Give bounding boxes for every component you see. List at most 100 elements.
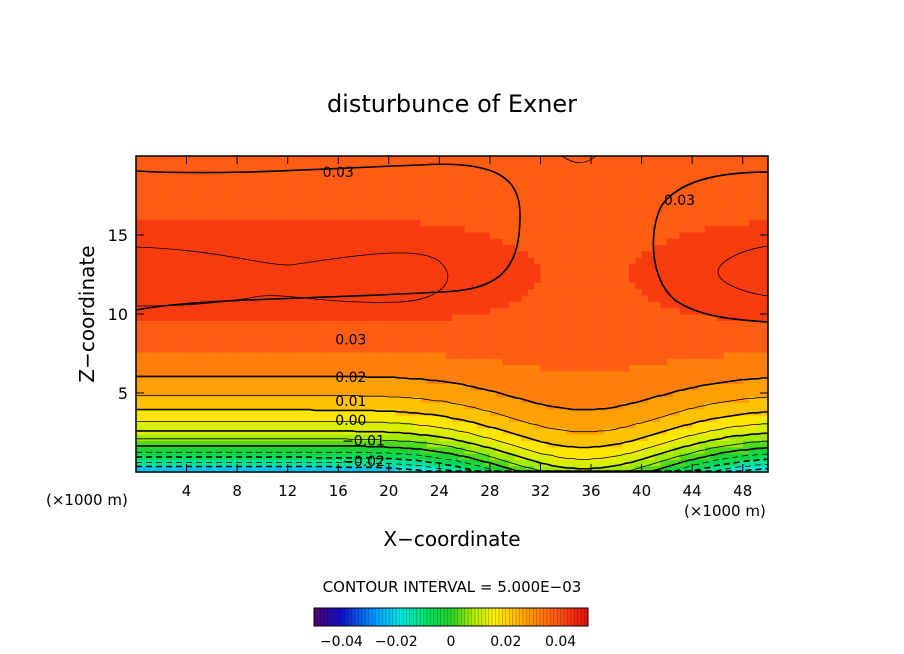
field-cell <box>388 377 396 385</box>
field-cell <box>584 282 592 290</box>
field-cell <box>287 332 295 340</box>
field-cell <box>186 282 194 290</box>
field-cell <box>256 377 263 385</box>
field-cell <box>331 332 339 340</box>
field-cell <box>704 187 712 195</box>
field-cell <box>180 269 188 277</box>
field-cell <box>439 257 447 265</box>
field-cell <box>692 326 700 334</box>
field-cell <box>527 193 535 201</box>
field-cell <box>376 295 384 302</box>
field-cell <box>502 200 510 208</box>
field-cell <box>502 193 510 201</box>
field-cell <box>502 396 510 404</box>
field-cell <box>502 351 510 359</box>
field-cell <box>698 370 706 378</box>
field-cell <box>597 193 605 201</box>
field-cell <box>711 320 719 328</box>
field-cell <box>464 314 472 321</box>
field-cell <box>749 181 756 189</box>
field-cell <box>679 282 687 290</box>
field-cell <box>237 389 245 397</box>
field-cell <box>186 187 194 195</box>
field-cell <box>306 408 314 416</box>
field-cell <box>584 453 592 460</box>
field-cell <box>730 427 737 435</box>
field-cell <box>534 193 542 201</box>
field-cell <box>312 383 320 391</box>
field-cell <box>401 459 409 467</box>
field-cell <box>603 326 611 334</box>
field-cell <box>294 231 301 239</box>
field-cell <box>167 276 175 283</box>
field-cell <box>628 212 636 220</box>
field-cell <box>540 219 548 227</box>
field-cell <box>218 181 226 189</box>
field-cell <box>559 345 567 353</box>
field-cell <box>666 282 674 290</box>
field-cell <box>331 307 339 315</box>
field-cell <box>464 225 472 233</box>
field-cell <box>230 250 238 258</box>
field-cell <box>312 225 320 233</box>
field-cell <box>477 459 485 467</box>
field-cell <box>205 358 213 366</box>
field-cell <box>742 326 750 334</box>
field-cell <box>578 282 586 290</box>
field-cell <box>294 396 301 404</box>
field-cell <box>755 156 763 163</box>
field-cell <box>730 314 737 321</box>
field-cell <box>154 332 162 340</box>
field-cell <box>660 453 668 460</box>
field-cell <box>281 244 289 252</box>
field-cell <box>603 307 611 315</box>
field-cell <box>401 339 409 347</box>
field-cell <box>761 314 769 321</box>
field-cell <box>312 174 320 182</box>
field-cell <box>180 339 188 347</box>
field-cell <box>161 200 169 208</box>
field-cell <box>243 351 251 359</box>
field-cell <box>527 465 535 473</box>
field-cell <box>439 370 447 378</box>
field-cell <box>249 364 257 372</box>
field-cell <box>559 396 567 404</box>
field-cell <box>363 288 371 296</box>
field-cell <box>603 219 611 227</box>
field-cell <box>527 276 535 283</box>
field-cell <box>610 200 617 208</box>
field-cell <box>237 415 245 423</box>
field-cell <box>565 257 573 265</box>
field-cell <box>470 174 478 182</box>
field-cell <box>205 212 213 220</box>
field-cell <box>382 276 390 283</box>
field-cell <box>723 257 731 265</box>
field-cell <box>736 402 744 410</box>
field-cell <box>698 383 706 391</box>
field-cell <box>723 193 731 201</box>
field-cell <box>508 250 516 258</box>
field-cell <box>717 282 725 290</box>
field-cell <box>742 225 750 233</box>
field-cell <box>173 314 181 321</box>
field-cell <box>527 181 535 189</box>
field-cell <box>287 206 295 214</box>
field-cell <box>597 295 605 302</box>
field-cell <box>508 156 516 163</box>
field-cell <box>173 402 181 410</box>
field-cell <box>294 314 301 321</box>
field-cell <box>224 446 232 454</box>
field-cell <box>666 396 674 404</box>
field-cell <box>470 434 478 441</box>
field-cell <box>489 465 497 473</box>
field-cell <box>287 434 295 441</box>
field-cell <box>414 307 421 315</box>
field-cell <box>357 408 365 416</box>
field-cell <box>142 339 150 347</box>
field-cell <box>534 402 542 410</box>
field-cell <box>407 181 415 189</box>
field-cell <box>685 174 693 182</box>
field-cell <box>572 377 579 385</box>
field-cell <box>711 212 719 220</box>
field-cell <box>338 244 346 252</box>
